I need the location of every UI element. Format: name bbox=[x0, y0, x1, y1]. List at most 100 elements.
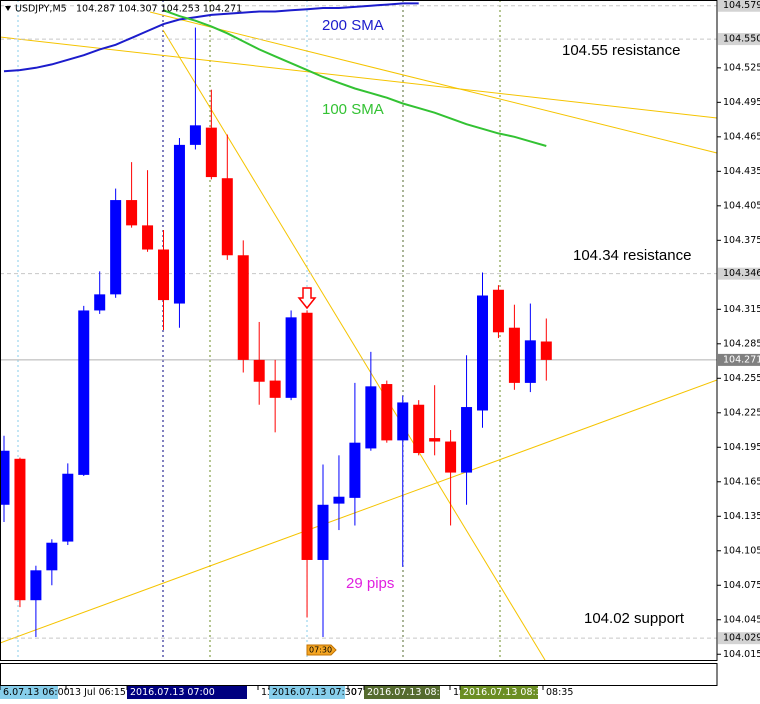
candle-body bbox=[14, 458, 26, 601]
y-tick-label: 104.105 bbox=[723, 545, 760, 556]
candle-body bbox=[540, 341, 552, 360]
candle-body bbox=[205, 127, 217, 178]
level-label: 104.550 bbox=[723, 34, 760, 45]
candle-body bbox=[301, 312, 313, 560]
level-label-bg bbox=[718, 632, 760, 645]
x-tick-label: 13 bbox=[453, 687, 465, 698]
candle-body bbox=[158, 249, 169, 301]
y-tick-label: 104.435 bbox=[723, 166, 760, 177]
y-tick-label: 104.465 bbox=[723, 131, 760, 142]
y-tick-label: 104.525 bbox=[723, 62, 760, 73]
y-tick-label: 104.165 bbox=[723, 476, 760, 487]
x-tick-label: 08:35 bbox=[546, 687, 573, 698]
candle-body bbox=[461, 407, 473, 473]
candle-body bbox=[94, 294, 106, 311]
price-axis: 104.015 104.045 104.075 104.105 104.135 104.1… bbox=[717, 0, 760, 660]
y-tick-label: 104.195 bbox=[723, 442, 760, 453]
candle-body bbox=[365, 386, 377, 449]
candle-body bbox=[110, 200, 122, 295]
level-label-bg bbox=[718, 353, 760, 366]
marker-label: 07:30 bbox=[309, 646, 332, 655]
candle-body bbox=[46, 542, 58, 571]
x-label-bg bbox=[364, 686, 440, 699]
annotation: 104.55 resistance bbox=[562, 42, 680, 59]
annotation: 29 pips bbox=[346, 575, 394, 592]
x-label-bg bbox=[127, 686, 247, 699]
y-tick-label: 104.255 bbox=[723, 373, 760, 384]
x-tick-label: 13 bbox=[261, 687, 273, 698]
candle-body bbox=[508, 327, 520, 383]
plot bbox=[0, 2, 552, 638]
y-tick-label: 104.015 bbox=[723, 649, 760, 660]
y-tick-label: 104.315 bbox=[723, 304, 760, 315]
trend-line bbox=[162, 29, 546, 661]
candle-body bbox=[397, 402, 409, 441]
x-label-bg bbox=[269, 686, 345, 699]
candle-body bbox=[173, 144, 185, 304]
candle-body bbox=[253, 359, 265, 382]
annotation: 104.02 support bbox=[584, 610, 685, 627]
candle-body bbox=[30, 570, 42, 601]
y-tick-label: 104.075 bbox=[723, 580, 760, 591]
annotation: 100 SMA bbox=[322, 101, 384, 118]
y-tick-label: 104.405 bbox=[723, 200, 760, 211]
trend-line bbox=[0, 36, 718, 119]
level-label: 104.271 bbox=[723, 354, 760, 365]
candle-body bbox=[381, 384, 393, 441]
candle-body bbox=[285, 317, 297, 398]
candle-body bbox=[333, 496, 345, 504]
marker-tag bbox=[306, 644, 337, 656]
y-tick-label: 104.495 bbox=[723, 97, 760, 108]
moving-average bbox=[163, 9, 547, 147]
level-label-bg bbox=[718, 0, 760, 12]
y-tick-label: 104.225 bbox=[723, 407, 760, 418]
x-tick-label: 2016.07.13 07:00 bbox=[130, 687, 215, 698]
x-tick-label: 2016.07.13 08:00 bbox=[367, 687, 452, 698]
candle-body bbox=[429, 438, 441, 442]
level-label-bg bbox=[718, 267, 760, 280]
x-tick-label: 6.07.13 06:00 bbox=[3, 687, 70, 698]
header-symbol: USDJPY,M5 bbox=[15, 4, 67, 15]
trend-line bbox=[0, 379, 718, 644]
annotation: 104.34 resistance bbox=[573, 247, 691, 264]
x-tick-label: 2016.07.13 07:30 bbox=[272, 687, 357, 698]
candle-body bbox=[0, 450, 10, 505]
time-axis: 6.07.13 06:00 13 Jul 06:15 2016.07.13 07:0… bbox=[0, 686, 573, 699]
annotation: 200 SMA bbox=[322, 17, 384, 34]
candle-body bbox=[237, 255, 249, 360]
y-tick-label: 104.285 bbox=[723, 338, 760, 349]
y-tick-label: 104.045 bbox=[723, 614, 760, 625]
candle-body bbox=[126, 200, 138, 226]
candle-body bbox=[349, 442, 361, 498]
candle-body bbox=[524, 340, 536, 383]
candle-body bbox=[492, 289, 504, 333]
level-label-bg bbox=[718, 33, 760, 46]
signal-arrow bbox=[297, 287, 317, 310]
level-label: 104.346 bbox=[723, 268, 760, 279]
moving-average bbox=[3, 2, 419, 73]
header-ohlc: 104.287 104.307 104.253 104.271 bbox=[76, 4, 242, 15]
y-tick-label: 104.135 bbox=[723, 511, 760, 522]
y-tick-label: 104.375 bbox=[723, 235, 760, 246]
x-tick-label: 07: bbox=[351, 687, 366, 698]
plot-frame bbox=[0, 0, 718, 661]
candle-body bbox=[142, 225, 154, 250]
x-tick-label: 2016.07.13 08:30 bbox=[463, 687, 548, 698]
candle-body bbox=[413, 404, 425, 454]
candle-body bbox=[62, 473, 74, 542]
x-label-bg bbox=[460, 686, 538, 699]
x-tick-label: 13 Jul 06:15 bbox=[69, 687, 126, 698]
x-label-bg bbox=[0, 686, 58, 699]
sub-panel-frame bbox=[0, 663, 718, 686]
level-label: 104.029 bbox=[723, 633, 760, 644]
candle-body bbox=[445, 441, 457, 473]
trend-line bbox=[149, 11, 718, 154]
candle-body bbox=[477, 295, 488, 411]
candle-body bbox=[317, 504, 329, 560]
candle-body bbox=[221, 178, 233, 256]
header-icon bbox=[5, 6, 11, 11]
candle-body bbox=[78, 310, 90, 475]
